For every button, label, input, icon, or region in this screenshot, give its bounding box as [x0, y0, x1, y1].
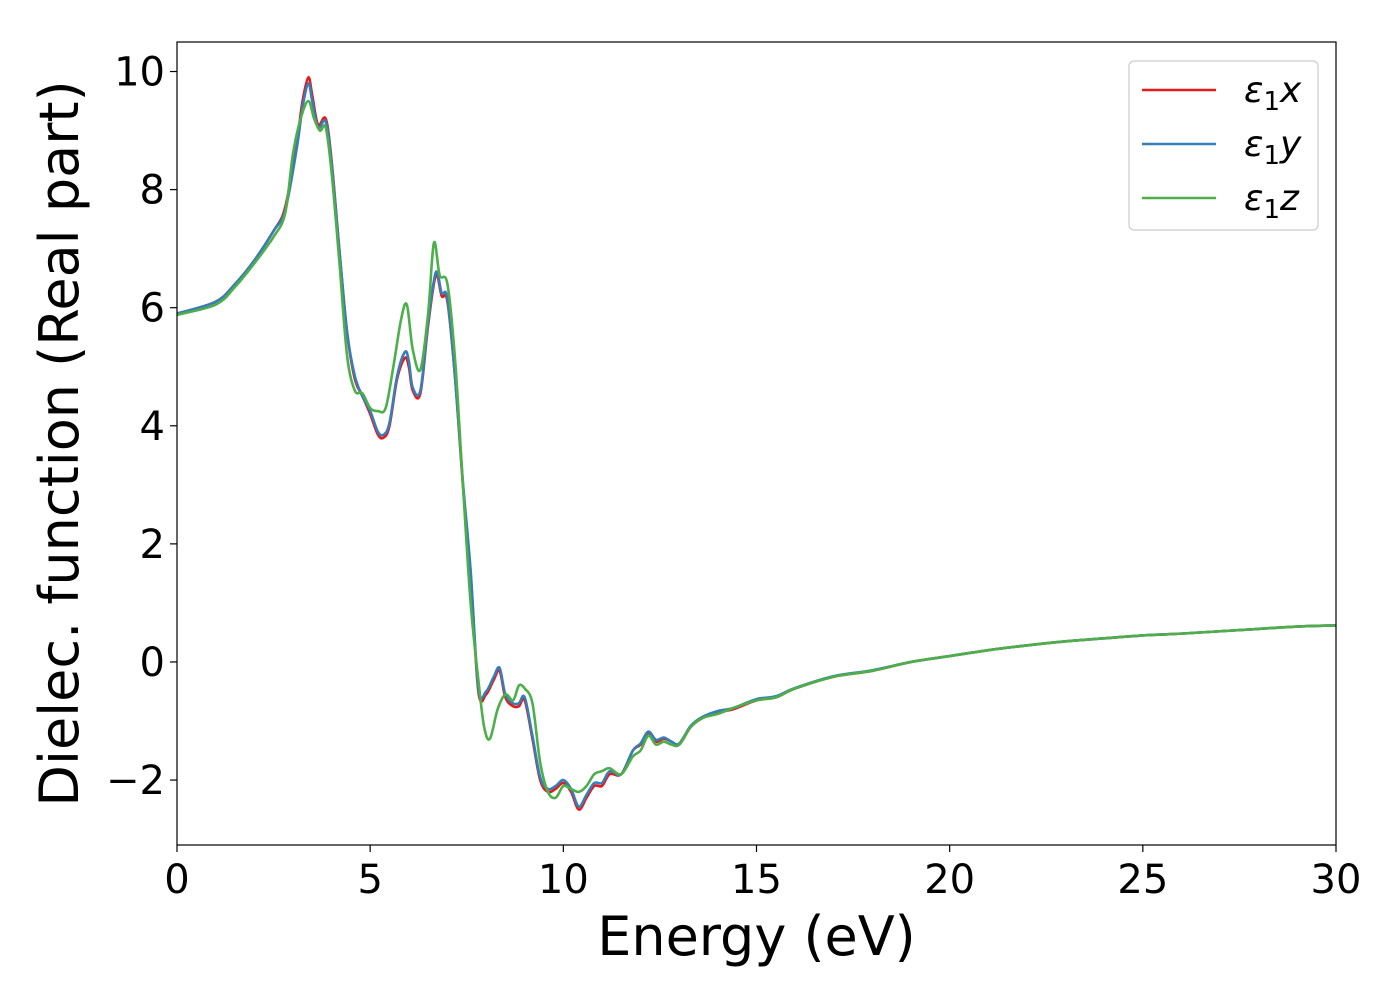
y-tick-label: 2	[140, 522, 165, 568]
y-tick-label: 4	[140, 404, 165, 450]
series-line-z	[177, 99, 1336, 800]
y-tick-label: −2	[106, 758, 165, 804]
y-tick-label: 6	[140, 286, 165, 332]
x-axis-title: Energy (eV)	[597, 905, 916, 968]
plot-lines	[177, 76, 1336, 811]
x-tick-label: 30	[1311, 857, 1362, 903]
legend-box	[1128, 60, 1319, 231]
x-tick-label: 5	[357, 857, 382, 903]
x-axis-ticks: 0 5 10 15 20 25 30	[164, 845, 1361, 903]
x-tick-label: 20	[924, 857, 975, 903]
legend: ε1x ε1y ε1z	[1128, 60, 1319, 231]
y-tick-label: 8	[140, 168, 165, 214]
x-tick-label: 0	[164, 857, 189, 903]
x-tick-label: 10	[538, 857, 589, 903]
x-tick-label: 15	[731, 857, 782, 903]
y-axis-title: Dielec. function (Real part)	[28, 80, 91, 806]
legend-label-x: ε1x	[1244, 70, 1302, 117]
y-axis-ticks: −2 0 2 4 6 8 10	[106, 50, 177, 804]
y-tick-label: 0	[140, 640, 165, 686]
legend-label-z: ε1z	[1244, 178, 1300, 225]
x-tick-label: 25	[1117, 857, 1168, 903]
y-tick-label: 10	[114, 50, 165, 96]
legend-label-y: ε1y	[1244, 124, 1302, 171]
